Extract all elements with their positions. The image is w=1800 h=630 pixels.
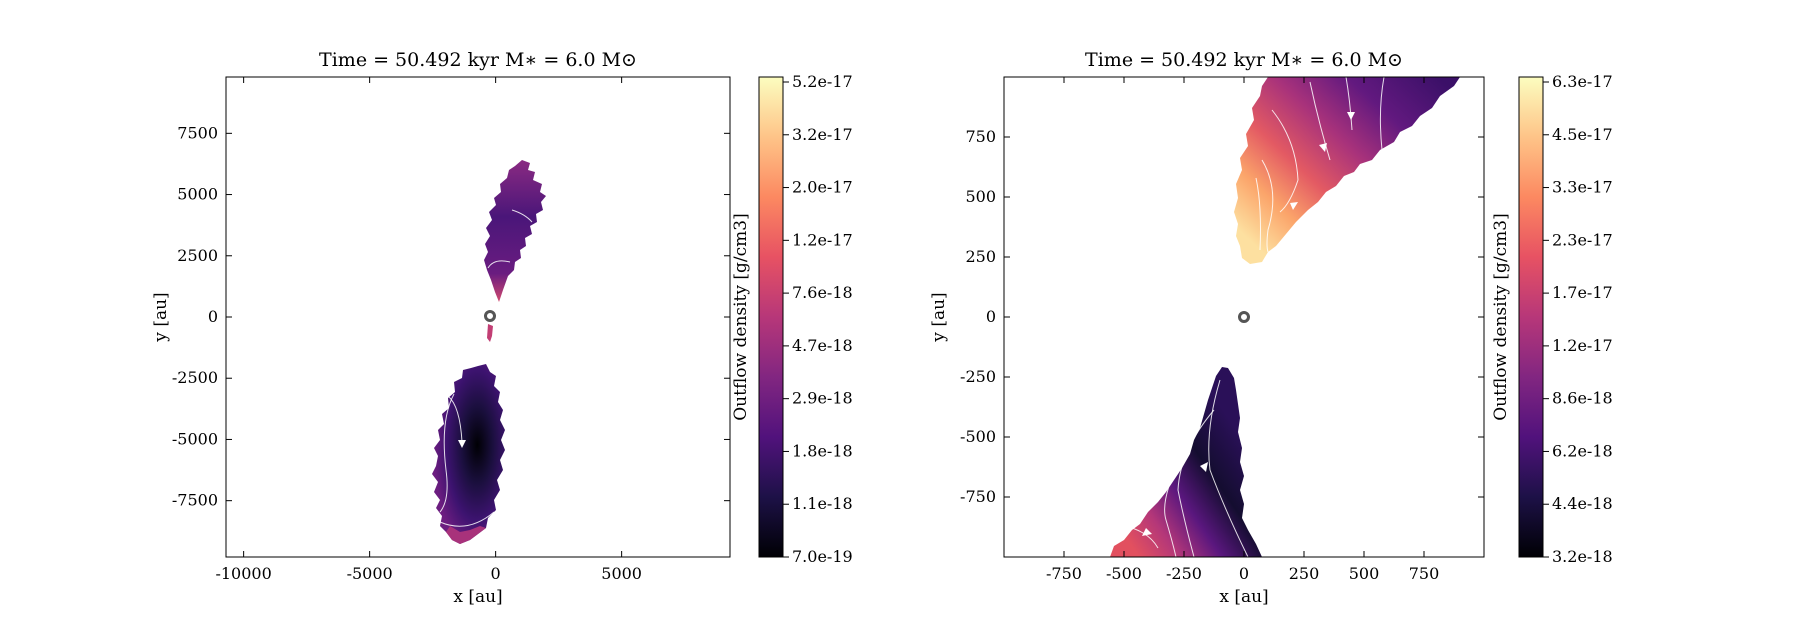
right-colorbar-tick-label: 1.2e-17 (1552, 336, 1613, 355)
right-colorbar-tick-label: 3.3e-17 (1552, 178, 1613, 197)
right-streamline (1345, 77, 1353, 131)
right-colorbar-tick-label: 8.6e-18 (1552, 389, 1613, 408)
right-streamline-arrow (1347, 112, 1355, 120)
right-y-tick-label: 500 (965, 187, 996, 206)
right-streamline (1261, 159, 1274, 253)
right-y-tick-label: -500 (960, 427, 996, 446)
right-streamline (1208, 379, 1249, 557)
left-x-tick-label: -5000 (347, 564, 393, 583)
left-y-tick-label: -7500 (172, 491, 218, 510)
left-colorbar-tick-label: 1.1e-18 (792, 494, 853, 513)
left-y-tick-label: 2500 (177, 246, 218, 265)
right-star-marker (1238, 311, 1250, 323)
left-lower-lobe-bright-rim (446, 526, 486, 544)
right-streamline-arrow (1290, 202, 1298, 210)
right-y-tick-label: -250 (960, 367, 996, 386)
right-streamline-arrow (1200, 462, 1208, 472)
left-y-tick-label: 7500 (177, 123, 218, 142)
right-x-tick-label: 0 (1239, 564, 1249, 583)
left-y-tick-label: -5000 (172, 429, 218, 448)
left-y-tick-label: -2500 (172, 368, 218, 387)
left-y-tick-label: 5000 (177, 185, 218, 204)
left-streamline-arrow (458, 440, 466, 448)
left-colorbar-tick-label: 3.2e-17 (792, 125, 853, 144)
right-y-tick-label: 750 (965, 127, 996, 146)
right-colorbar-tick-label: 4.5e-17 (1552, 125, 1613, 144)
left-upper-outflow-lobe (484, 160, 546, 302)
left-x-tick-label: 5000 (601, 564, 642, 583)
right-x-axis-label: x [au] (1219, 587, 1268, 607)
left-colorbar-tick-label: 2.9e-18 (792, 389, 853, 408)
left-y-tick-label: 0 (208, 307, 218, 326)
left-streamline (487, 260, 511, 269)
left-colorbar-tick-label: 7.0e-19 (792, 547, 853, 566)
left-colorbar-tick-label: 2.0e-17 (792, 178, 853, 197)
right-x-tick-label: -250 (1166, 564, 1202, 583)
left-lower-outflow-lobe (432, 364, 505, 544)
right-x-tick-label: -750 (1046, 564, 1082, 583)
right-x-tick-label: -500 (1106, 564, 1142, 583)
left-colorbar-ticks: 7.0e-19 1.1e-18 1.8e-18 2.9e-18 4.7e-18 7.6e-… (783, 72, 853, 566)
left-colorbar-tick-label: 1.8e-18 (792, 441, 853, 460)
left-colorbar-tick-label: 4.7e-18 (792, 336, 853, 355)
right-x-tick-label: 500 (1349, 564, 1380, 583)
right-colorbar-tick-label: 6.2e-18 (1552, 441, 1613, 460)
left-streamline (511, 209, 533, 223)
right-colorbar-label: Outflow density [g/cm3] (1491, 213, 1511, 420)
left-streamline (447, 395, 463, 443)
left-star-marker (484, 310, 496, 322)
right-axes-frame (1003, 76, 1485, 558)
right-density-field (1110, 77, 1460, 557)
right-streamline-arrow (1319, 143, 1327, 152)
right-colorbar-tick-label: 4.4e-18 (1552, 494, 1613, 513)
right-y-tick-label: -750 (960, 487, 996, 506)
right-ticks: -750 -500 -250 0 250 500 750 -750 -500 -250 0 250 50… (960, 77, 1484, 583)
right-streamline (1309, 81, 1331, 161)
right-colorbar-tick-label: 3.2e-18 (1552, 547, 1613, 566)
right-colorbar (1518, 76, 1544, 558)
right-x-tick-label: 750 (1409, 564, 1440, 583)
right-y-tick-label: 250 (965, 247, 996, 266)
left-inner-stub (487, 324, 493, 342)
left-streamline (439, 511, 495, 527)
left-ticks: -10000 -5000 0 5000 -7500 -5000 -2500 0 2500 5000… (172, 77, 730, 583)
right-colorbar-tick-label: 1.7e-17 (1552, 283, 1613, 302)
left-colorbar-tick-label: 5.2e-17 (792, 72, 853, 91)
left-panel: Time = 50.492 kyr M∗ = 6.0 M⊙ -10000 -500… (151, 49, 853, 607)
right-panel: Time = 50.492 kyr M∗ = 6.0 M⊙ - (929, 49, 1613, 607)
right-streamline (1164, 459, 1181, 557)
right-streamline (1379, 77, 1385, 151)
left-density-field (432, 160, 546, 544)
left-colorbar-label: Outflow density [g/cm3] (731, 213, 751, 420)
right-y-axis-label: y [au] (929, 292, 949, 342)
left-colorbar-tick-label: 7.6e-18 (792, 283, 853, 302)
left-colorbar-tick-label: 1.2e-17 (792, 230, 853, 249)
right-colorbar-ticks: 3.2e-18 4.4e-18 6.2e-18 8.6e-18 1.2e-17 1.7e-… (1543, 72, 1613, 566)
right-streamline (1177, 409, 1215, 557)
left-x-tick-label: -10000 (215, 564, 271, 583)
right-colorbar-tick-label: 2.3e-17 (1552, 230, 1613, 249)
right-lower-outflow-lobe (1110, 367, 1262, 557)
right-streamline-arrow (1142, 528, 1152, 536)
right-x-tick-label: 250 (1289, 564, 1320, 583)
right-title: Time = 50.492 kyr M∗ = 6.0 M⊙ (1085, 49, 1403, 71)
right-streamline (1255, 177, 1261, 251)
right-y-tick-label: 0 (986, 307, 996, 326)
right-upper-outflow-lobe (1234, 77, 1460, 264)
right-colorbar-tick-label: 6.3e-17 (1552, 72, 1613, 91)
left-streamline (439, 393, 455, 513)
left-x-axis-label: x [au] (453, 587, 502, 607)
left-colorbar (758, 76, 784, 558)
right-streamline (1271, 109, 1299, 213)
left-y-axis-label: y [au] (151, 292, 171, 342)
left-title: Time = 50.492 kyr M∗ = 6.0 M⊙ (319, 49, 637, 71)
left-x-tick-label: 0 (491, 564, 501, 583)
right-streamline (1131, 527, 1159, 549)
